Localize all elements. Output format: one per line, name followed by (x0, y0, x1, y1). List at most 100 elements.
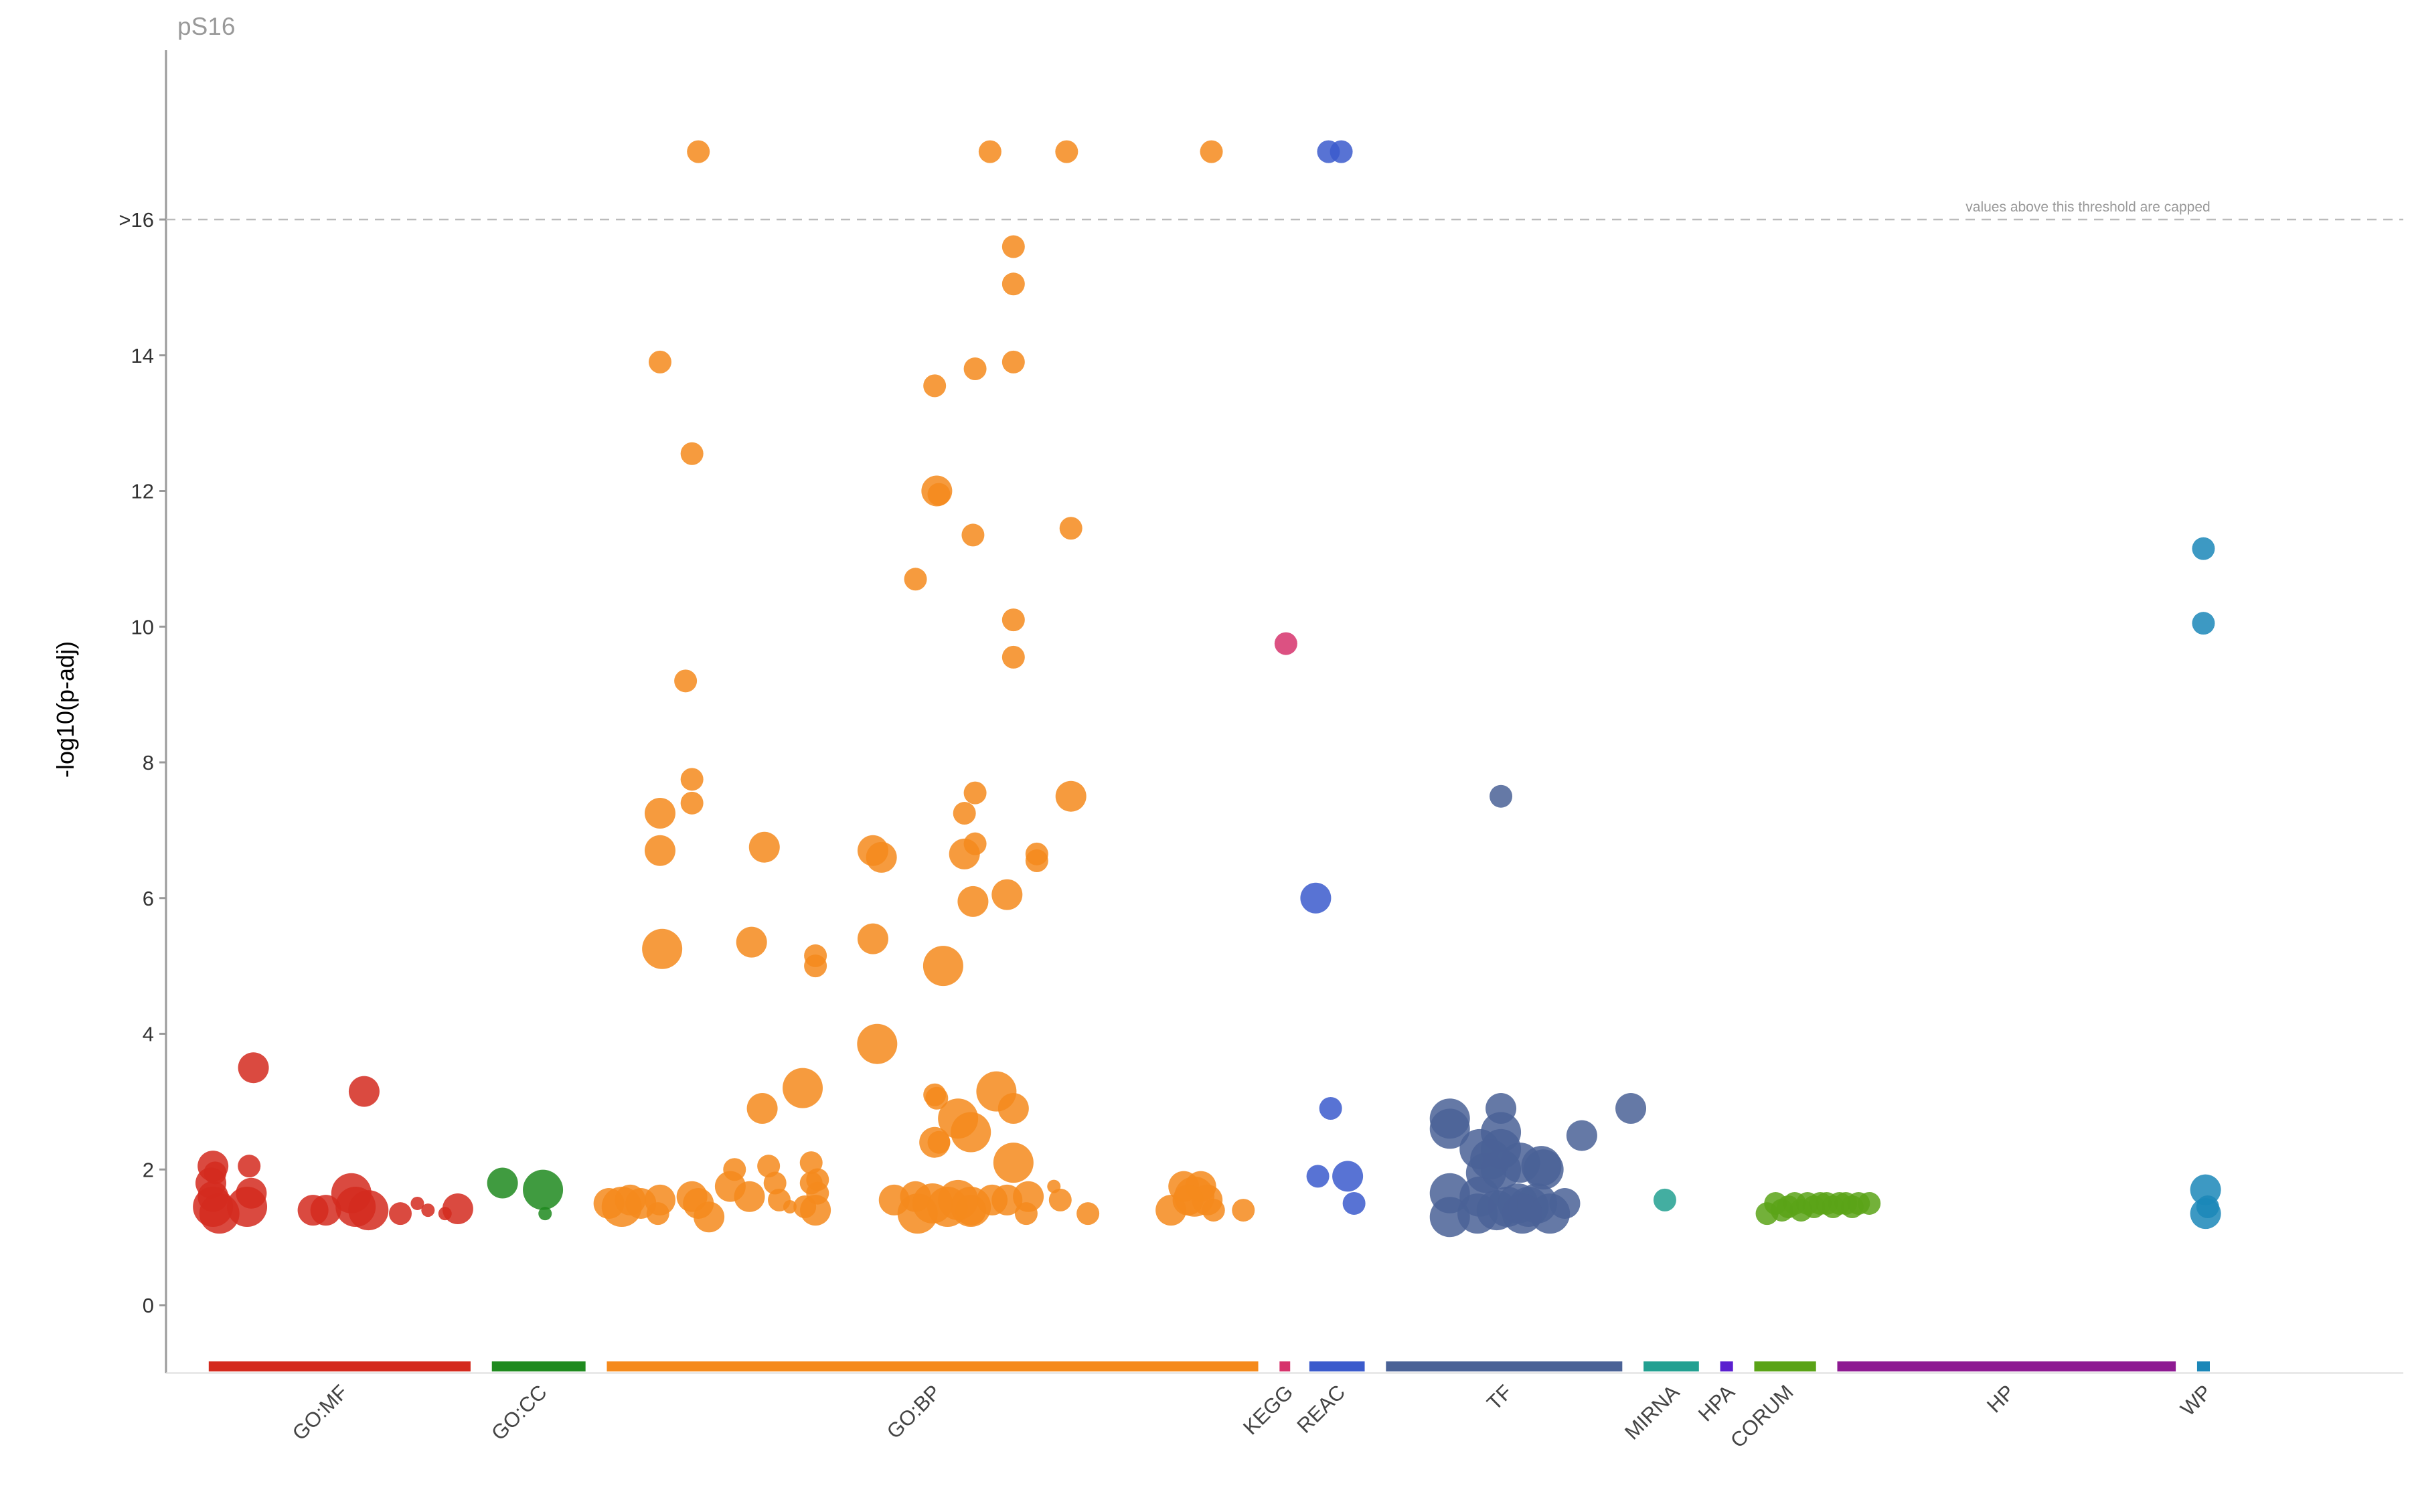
data-point (2192, 537, 2215, 560)
data-point (1615, 1093, 1647, 1124)
data-point (2196, 1195, 2219, 1219)
data-point (1653, 1188, 1676, 1211)
data-point (978, 140, 1001, 163)
category-bar (1754, 1361, 1816, 1371)
cap-threshold-note: values above this threshold are capped (1965, 199, 2210, 215)
data-point (953, 802, 976, 825)
category-label: KEGG (1238, 1380, 1297, 1439)
data-point (487, 1167, 518, 1199)
data-points (193, 140, 2221, 1238)
data-point (687, 140, 710, 163)
data-point (1319, 1097, 1342, 1120)
data-point (523, 1169, 564, 1210)
category-label: REAC (1292, 1380, 1350, 1438)
category-label: GO:CC (487, 1380, 552, 1445)
category-bar (2196, 1361, 2210, 1371)
data-point (927, 1130, 951, 1154)
data-point (1429, 1108, 1470, 1149)
data-point (238, 1052, 269, 1084)
data-point (866, 841, 897, 873)
data-point (1025, 849, 1048, 872)
data-point (646, 1202, 669, 1226)
data-point (648, 350, 671, 373)
y-tick-label: 4 (143, 1023, 154, 1046)
data-point (1055, 780, 1087, 812)
y-tick-label: 14 (131, 344, 154, 367)
data-point (1332, 1161, 1364, 1192)
data-point (538, 1207, 552, 1221)
data-point (997, 1093, 1029, 1124)
category-bar (1386, 1361, 1623, 1371)
data-point (442, 1193, 473, 1225)
data-point (904, 568, 927, 591)
data-point (963, 781, 987, 805)
data-point (2192, 612, 2215, 635)
category-bar (1279, 1361, 1291, 1371)
data-point (1490, 784, 1513, 808)
category-bars (208, 1361, 2210, 1371)
data-point (736, 926, 767, 958)
category-bar (1643, 1361, 1699, 1371)
data-point (1306, 1165, 1330, 1188)
data-point (1521, 1146, 1562, 1187)
category-label: HP (1982, 1380, 2019, 1417)
y-tick-label: 8 (143, 751, 154, 774)
data-point (804, 954, 827, 978)
data-point (1001, 272, 1025, 296)
data-point (1055, 140, 1078, 163)
data-point (238, 1155, 261, 1178)
data-point (993, 1143, 1034, 1183)
data-point (644, 798, 675, 829)
y-tick-label: 6 (143, 887, 154, 910)
data-point (1014, 1202, 1038, 1226)
data-point (734, 1181, 765, 1212)
category-bar (491, 1361, 586, 1371)
data-point (1048, 1188, 1072, 1211)
category-bar (607, 1361, 1259, 1371)
data-point (348, 1190, 389, 1231)
y-axis-label: -log10(p-adj) (52, 641, 79, 778)
data-point (680, 791, 704, 815)
data-point (922, 946, 963, 987)
data-point (1342, 1191, 1366, 1215)
data-point (348, 1076, 380, 1107)
data-point (1549, 1187, 1581, 1219)
data-point (644, 835, 675, 866)
data-point (227, 1187, 268, 1228)
category-label: GO:BP (882, 1380, 945, 1443)
data-point (746, 1093, 778, 1124)
data-point (783, 1200, 797, 1214)
y-tick-label: >16 (118, 208, 154, 232)
data-point (951, 1112, 991, 1153)
data-point (923, 374, 947, 398)
data-point (694, 1201, 725, 1233)
data-point (1566, 1120, 1597, 1151)
cap-threshold: values above this threshold are capped (166, 199, 2403, 221)
data-point (680, 442, 704, 465)
data-point (1001, 235, 1025, 258)
data-point (957, 886, 989, 917)
data-point (963, 832, 987, 855)
category-bar (1309, 1361, 1365, 1371)
data-point (642, 928, 683, 969)
data-point (1274, 632, 1297, 655)
data-point (991, 879, 1023, 910)
chart-subtitle: pS16 (177, 13, 235, 40)
data-point (1059, 517, 1082, 540)
data-point (1457, 1193, 1498, 1234)
data-point (1502, 1193, 1542, 1234)
data-point (857, 923, 888, 954)
data-point (857, 1023, 898, 1064)
data-point (680, 768, 704, 791)
category-bar (208, 1361, 471, 1371)
category-bar (1720, 1361, 1733, 1371)
data-point (421, 1203, 435, 1217)
data-point (1330, 140, 1353, 163)
y-tick-label: 12 (131, 480, 154, 503)
data-point (748, 831, 780, 863)
data-point (1202, 1199, 1225, 1222)
data-point (1001, 608, 1025, 632)
category-bar (1837, 1361, 2176, 1371)
